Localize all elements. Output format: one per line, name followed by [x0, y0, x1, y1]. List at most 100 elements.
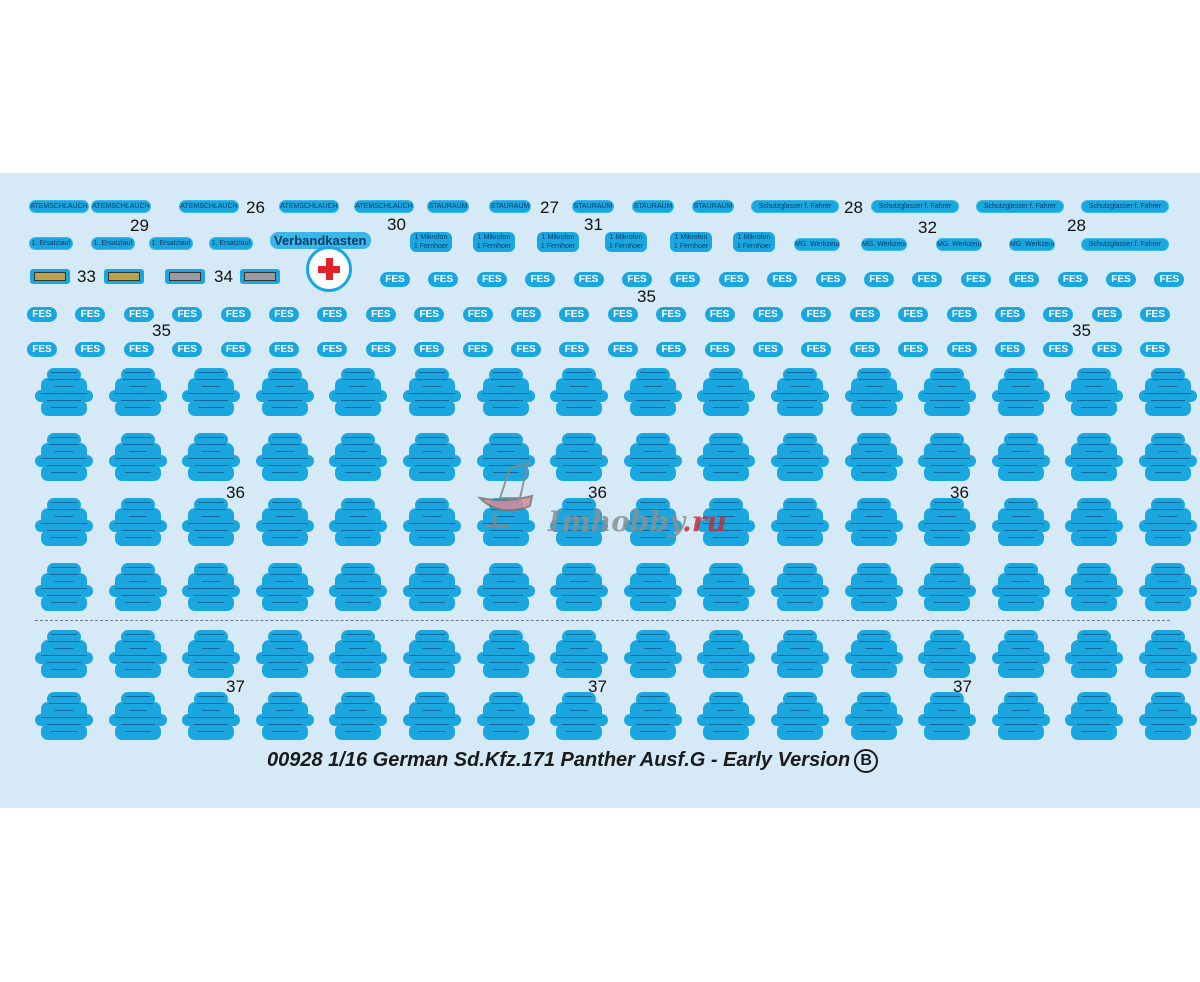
ersatzlauf-decal: 1. Ersatzlauf — [92, 238, 134, 249]
stencil-decal — [35, 630, 93, 678]
stencil-decal — [329, 692, 388, 740]
fes-decal: FES — [1154, 272, 1185, 287]
decal-number-label: 35 — [1072, 321, 1091, 340]
fes-decal: FES — [670, 272, 701, 287]
stencil-decal — [771, 630, 829, 678]
decal-number-label: 35 — [637, 287, 656, 306]
fes-decal: FES — [172, 342, 203, 357]
stauraum-decal: STAURAUM — [693, 201, 733, 212]
stencil-decal — [1139, 630, 1197, 678]
stencil-decal — [623, 433, 682, 481]
stencil-decal — [182, 433, 241, 481]
stencil-decal — [108, 692, 167, 740]
fes-decal: FES — [849, 307, 880, 322]
stencil-decal — [1065, 563, 1124, 611]
fes-decal: FES — [317, 342, 348, 357]
stencil-decal — [35, 498, 93, 546]
fes-decal: FES — [1140, 342, 1171, 357]
stencil-decal — [1065, 692, 1124, 740]
fes-decal: FES — [912, 272, 943, 287]
schutzglasser-decal: Schutzglasser f. Fahrer — [752, 201, 838, 212]
decal-number-label: 31 — [584, 215, 603, 234]
stencil-decal — [771, 433, 829, 481]
plate-decal — [165, 269, 205, 284]
stauraum-decal: STAURAUM — [573, 201, 613, 212]
stencil-decal — [329, 498, 388, 546]
stencil-decal — [476, 692, 535, 740]
plate-inner — [244, 272, 276, 281]
fes-decal: FES — [960, 272, 991, 287]
fes-decal: FES — [220, 342, 251, 357]
stencil-decal — [697, 368, 756, 416]
stencil-decal — [844, 630, 903, 678]
stencil-decal — [329, 630, 388, 678]
fes-decal: FES — [27, 342, 57, 357]
fes-decal: FES — [573, 272, 604, 287]
plate-decal — [240, 269, 280, 284]
plate-decal — [30, 269, 70, 284]
fes-decal: FES — [1043, 307, 1074, 322]
stencil-decal — [403, 563, 461, 611]
decal-number-label: 29 — [130, 216, 149, 235]
stencil-decal — [623, 630, 682, 678]
decal-number-label: 37 — [226, 677, 245, 696]
mg-werkzeug-decal: MG. Werkzeug — [862, 239, 906, 250]
atemschlauch-decal: ATEMSCHLAUCH — [30, 201, 88, 212]
stencil-decal — [918, 692, 977, 740]
fes-decal: FES — [220, 307, 251, 322]
stencil-decal — [991, 563, 1050, 611]
mg-werkzeug-decal: MG. Werkzeug — [937, 239, 981, 250]
decal-number-label: 37 — [588, 677, 607, 696]
fes-decal: FES — [995, 307, 1025, 322]
fes-decal: FES — [317, 307, 348, 322]
stencil-decal — [844, 563, 903, 611]
fes-decal: FES — [27, 307, 57, 322]
stencil-decal — [844, 692, 903, 740]
fes-decal: FES — [656, 307, 687, 322]
decal-number-label: 28 — [1067, 216, 1086, 235]
fes-decal: FES — [607, 307, 638, 322]
stencil-decal — [182, 692, 241, 740]
stencil-decal — [255, 563, 314, 611]
stencil-decal — [918, 498, 977, 546]
stencil-decal — [771, 692, 829, 740]
stencil-decal — [255, 368, 314, 416]
atemschlauch-decal: ATEMSCHLAUCH — [92, 201, 150, 212]
plate-inner — [169, 272, 201, 281]
decal-number-label: 32 — [918, 218, 937, 237]
stauraum-decal: STAURAUM — [633, 201, 673, 212]
schutzglasser-decal: Schutzglasser f. Fahrer — [977, 201, 1063, 212]
stencil-decal — [1139, 433, 1197, 481]
stencil-decal — [1065, 498, 1124, 546]
stencil-decal — [697, 433, 756, 481]
stencil-decal — [329, 433, 388, 481]
fes-decal: FES — [849, 342, 880, 357]
stencil-decal — [108, 433, 167, 481]
stencil-decal — [771, 498, 829, 546]
decal-number-label: 34 — [214, 267, 233, 286]
cut-line-divider — [35, 620, 1170, 621]
decal-number-label: 33 — [77, 267, 96, 286]
ersatzlauf-decal: 1. Ersatzlauf — [150, 238, 192, 249]
fes-decal: FES — [1106, 272, 1136, 287]
fes-decal: FES — [864, 272, 894, 287]
fes-decal: FES — [559, 342, 590, 357]
mikrofon-decal: 1 Mikrofon 1 Fernhoer — [605, 232, 647, 252]
fes-decal: FES — [704, 342, 735, 357]
stencil-decal — [1065, 433, 1124, 481]
stencil-decal — [182, 498, 241, 546]
stencil-decal — [623, 563, 682, 611]
stencil-decal — [108, 563, 167, 611]
stencil-decal — [108, 630, 167, 678]
stencil-decal — [844, 368, 903, 416]
stencil-decal — [623, 498, 682, 546]
stencil-decal — [476, 498, 535, 546]
fes-decal: FES — [123, 307, 154, 322]
fes-decal: FES — [753, 307, 783, 322]
stencil-decal — [329, 563, 388, 611]
stencil-decal — [1139, 563, 1197, 611]
schutzglasser-decal: Schutzglasser f. Fahrer — [872, 201, 958, 212]
stencil-decal — [771, 368, 829, 416]
fes-decal: FES — [898, 307, 929, 322]
stencil-decal — [35, 433, 93, 481]
